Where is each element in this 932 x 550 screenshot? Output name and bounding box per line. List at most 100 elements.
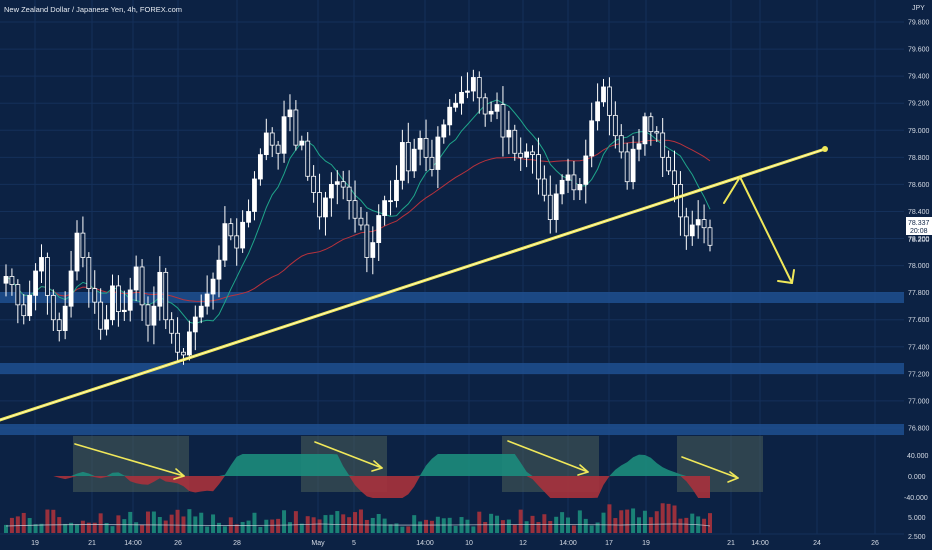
volume-bar	[406, 526, 411, 533]
candle	[358, 207, 364, 231]
candle	[257, 148, 263, 186]
candle	[104, 305, 109, 336]
volume-bar	[506, 519, 511, 533]
volume-bar	[654, 511, 659, 533]
volume-bar	[335, 511, 340, 533]
volume-histogram	[4, 503, 712, 533]
candle	[27, 280, 33, 321]
candle	[612, 101, 618, 149]
candle	[145, 296, 151, 342]
price-tick: 78.800	[908, 155, 930, 162]
volume-tick-1: 5.000	[908, 515, 926, 522]
price-tick: 78.400	[908, 209, 930, 216]
volume-bar	[708, 513, 712, 533]
candle	[595, 83, 600, 131]
candle	[169, 312, 175, 344]
arrow-head-icon	[777, 269, 795, 284]
candle	[186, 320, 192, 361]
volume-bar	[116, 515, 121, 533]
divergence-box-1	[73, 436, 189, 492]
oscillator-negative-area	[6, 476, 710, 498]
candle	[707, 219, 713, 252]
price-axis[interactable]: JPY 79.800 79.600 79.400 79.200 79.000 78.800…	[904, 0, 932, 550]
volume-bar	[566, 517, 571, 533]
candle	[405, 122, 411, 184]
candle	[252, 171, 257, 221]
volume-bar	[187, 509, 192, 533]
volume-bar	[690, 513, 695, 533]
volume-bar	[471, 526, 476, 533]
volume-bar	[648, 517, 653, 533]
candle	[506, 110, 512, 155]
volume-bar	[518, 509, 523, 533]
candle	[15, 279, 21, 324]
volume-bar	[311, 517, 316, 533]
time-tick: 12	[519, 540, 527, 547]
volume-bar	[92, 522, 97, 533]
candle	[74, 220, 80, 281]
time-tick: 19	[642, 540, 650, 547]
price-tick: 78.600	[908, 182, 930, 189]
candle	[447, 99, 453, 136]
time-tick: 14:00	[124, 540, 142, 547]
volume-bar	[145, 511, 150, 533]
candle	[541, 165, 547, 202]
volume-bar	[625, 509, 630, 533]
candle	[494, 92, 500, 120]
candle	[98, 288, 104, 340]
current-price-badge	[906, 217, 932, 235]
candle	[204, 275, 210, 315]
price-tick: 77.800	[908, 290, 930, 297]
volume-bar	[483, 521, 488, 533]
volume-bar	[631, 508, 636, 533]
volume-bar	[524, 521, 529, 533]
candle	[500, 86, 506, 157]
price-ticks: 79.800 79.600 79.400 79.200 79.000 78.800 78.6…	[908, 20, 930, 433]
candle	[423, 119, 429, 172]
trendline-handle[interactable]	[822, 146, 828, 152]
volume-bar	[45, 509, 50, 533]
volume-bar	[678, 518, 683, 533]
candle	[269, 127, 275, 157]
volume-bar	[222, 526, 227, 533]
support-zone-middle	[0, 363, 904, 374]
volume-bar	[412, 515, 417, 533]
volume-bar	[453, 525, 458, 533]
candle	[429, 139, 435, 177]
volume-bar	[134, 522, 139, 533]
candle	[181, 348, 186, 365]
candle	[192, 305, 198, 351]
candle	[678, 171, 683, 236]
candle	[571, 160, 577, 201]
candle	[388, 180, 393, 216]
candle	[92, 270, 98, 314]
slow-moving-average	[5, 139, 711, 302]
time-tick: 19	[31, 540, 39, 547]
volume-bar	[400, 526, 405, 533]
volume-bar	[181, 516, 186, 533]
volume-bar	[33, 524, 38, 533]
candle	[518, 137, 524, 171]
oscillator-panel	[6, 436, 763, 498]
time-axis[interactable]: 19 21 14:00 26 28 May 5 14:00 10 12 14:00 17 19 21 14:…	[0, 533, 904, 547]
volume-bar	[282, 510, 287, 533]
candle	[654, 126, 660, 142]
candle	[453, 93, 459, 112]
candle	[39, 244, 44, 283]
candle	[45, 252, 50, 315]
candle	[293, 100, 299, 151]
candle	[228, 218, 234, 241]
candle	[157, 256, 163, 321]
price-tick: 77.600	[908, 317, 930, 324]
price-tick: 78.200	[908, 236, 930, 243]
candle	[216, 245, 222, 298]
volume-bar	[684, 517, 689, 533]
candle	[9, 268, 15, 296]
candle	[701, 204, 707, 244]
volume-bar	[601, 512, 606, 533]
volume-bar	[240, 521, 245, 533]
volume-bar	[554, 516, 559, 533]
candle	[364, 211, 370, 273]
candle	[589, 102, 595, 168]
